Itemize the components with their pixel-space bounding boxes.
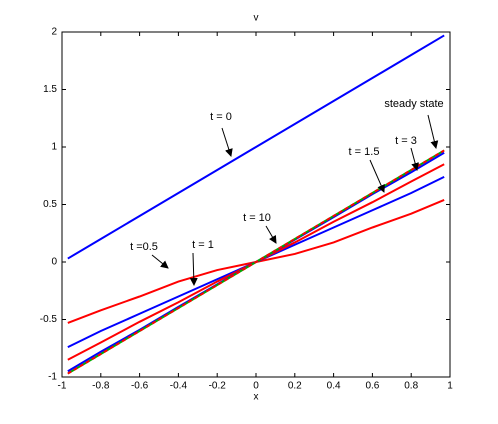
x-tick-label: 0 xyxy=(253,381,259,392)
annotation-arrow xyxy=(221,127,233,157)
annotation: t = 1.5 xyxy=(349,146,380,158)
x-tick-label: 1 xyxy=(447,381,453,392)
y-tick-label: -1 xyxy=(48,372,57,383)
x-tick-label: -0.8 xyxy=(92,381,110,392)
y-tick-label: 1.5 xyxy=(43,84,57,95)
annotation: t = 10 xyxy=(243,212,271,224)
x-tick-label: -0.4 xyxy=(170,381,188,392)
chart-title: v xyxy=(254,13,259,24)
x-tick-label: -0.2 xyxy=(209,381,227,392)
annotation: t = 0 xyxy=(210,111,232,123)
annotation: t =0.5 xyxy=(130,241,158,253)
annotation-arrow xyxy=(410,147,420,171)
annotation-arrow xyxy=(189,252,198,286)
y-tick-label: 2 xyxy=(51,27,57,38)
annotation-arrow xyxy=(265,225,277,244)
x-tick-label: -0.6 xyxy=(131,381,149,392)
annotation: steady state xyxy=(384,98,443,110)
x-tick-label: 0.4 xyxy=(327,381,341,392)
x-axis-label: x xyxy=(254,392,259,403)
annotation: t = 1 xyxy=(192,239,214,251)
series-line xyxy=(67,149,445,375)
x-tick-label: -1 xyxy=(58,381,67,392)
y-tick-label: -0.5 xyxy=(40,314,58,325)
x-tick-label: 0.2 xyxy=(288,381,302,392)
annotation-arrow xyxy=(151,254,169,269)
y-tick-label: 1 xyxy=(51,142,57,153)
annotation-arrow xyxy=(427,114,439,149)
annotation: t = 3 xyxy=(395,135,417,147)
x-tick-label: 0.8 xyxy=(404,381,418,392)
series-line xyxy=(67,34,445,260)
x-tick-label: 0.6 xyxy=(365,381,379,392)
y-tick-label: 0 xyxy=(51,257,57,268)
y-tick-label: 0.5 xyxy=(43,199,57,210)
annotation-arrow xyxy=(369,159,385,193)
